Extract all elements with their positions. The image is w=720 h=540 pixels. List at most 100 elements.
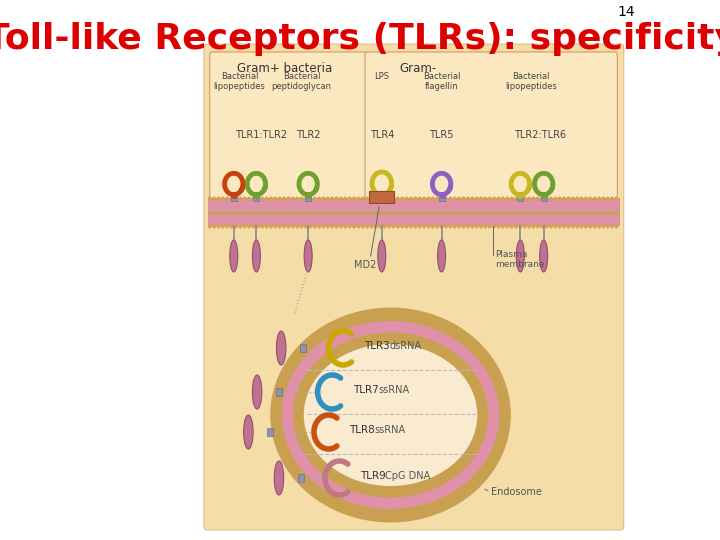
Circle shape: [405, 224, 408, 228]
Circle shape: [484, 197, 487, 201]
Circle shape: [274, 197, 276, 201]
Circle shape: [336, 224, 338, 228]
Circle shape: [222, 224, 224, 228]
Circle shape: [226, 197, 228, 201]
Ellipse shape: [516, 240, 524, 272]
Circle shape: [208, 197, 211, 201]
Circle shape: [502, 224, 504, 228]
Circle shape: [454, 197, 456, 201]
Ellipse shape: [230, 240, 238, 272]
Ellipse shape: [282, 321, 499, 509]
Bar: [208, 198, 619, 226]
Bar: [518, 192, 523, 201]
Circle shape: [528, 197, 531, 201]
Circle shape: [515, 224, 517, 228]
Circle shape: [554, 197, 557, 201]
Circle shape: [379, 224, 382, 228]
Circle shape: [383, 224, 386, 228]
Ellipse shape: [304, 240, 312, 272]
Circle shape: [532, 224, 535, 228]
Circle shape: [217, 197, 220, 201]
Circle shape: [462, 197, 465, 201]
Circle shape: [616, 197, 618, 201]
Circle shape: [243, 224, 246, 228]
Circle shape: [602, 224, 605, 228]
Circle shape: [462, 224, 465, 228]
Circle shape: [279, 197, 281, 201]
FancyBboxPatch shape: [365, 52, 617, 213]
Circle shape: [532, 197, 535, 201]
Text: Bacterial
lipopeptides: Bacterial lipopeptides: [214, 72, 266, 91]
Circle shape: [270, 197, 272, 201]
Bar: [231, 192, 237, 201]
Circle shape: [606, 224, 609, 228]
Circle shape: [593, 197, 596, 201]
Ellipse shape: [276, 331, 286, 365]
Circle shape: [549, 197, 552, 201]
Circle shape: [300, 197, 303, 201]
Circle shape: [454, 224, 456, 228]
Circle shape: [265, 224, 268, 228]
Circle shape: [313, 224, 316, 228]
Circle shape: [423, 224, 426, 228]
Circle shape: [239, 224, 242, 228]
Circle shape: [502, 197, 504, 201]
Bar: [298, 474, 304, 482]
Circle shape: [510, 224, 513, 228]
Ellipse shape: [304, 344, 477, 486]
Circle shape: [292, 197, 294, 201]
Text: Toll-like Receptors (TLRs): specificity: Toll-like Receptors (TLRs): specificity: [0, 22, 720, 56]
Circle shape: [431, 197, 434, 201]
Circle shape: [374, 224, 377, 228]
Text: ssRNA: ssRNA: [374, 425, 405, 435]
Circle shape: [458, 197, 460, 201]
Circle shape: [322, 197, 325, 201]
Circle shape: [611, 224, 613, 228]
Circle shape: [541, 197, 544, 201]
Circle shape: [208, 224, 211, 228]
Text: TLR7: TLR7: [353, 385, 379, 395]
Circle shape: [213, 197, 215, 201]
Text: CpG DNA: CpG DNA: [385, 471, 431, 481]
Text: MD2: MD2: [354, 260, 377, 270]
Circle shape: [322, 224, 325, 228]
Circle shape: [510, 197, 513, 201]
Ellipse shape: [253, 375, 262, 409]
Circle shape: [279, 224, 281, 228]
Circle shape: [445, 224, 447, 228]
Circle shape: [515, 197, 517, 201]
Circle shape: [379, 197, 382, 201]
Circle shape: [305, 197, 307, 201]
Circle shape: [576, 197, 579, 201]
Bar: [369, 191, 394, 203]
Ellipse shape: [540, 240, 548, 272]
Text: ssRNA: ssRNA: [378, 385, 409, 395]
Text: dsRNA: dsRNA: [389, 341, 421, 351]
Circle shape: [331, 197, 333, 201]
FancyBboxPatch shape: [204, 44, 624, 530]
Circle shape: [471, 197, 474, 201]
Circle shape: [270, 224, 272, 228]
Circle shape: [475, 197, 478, 201]
Circle shape: [492, 224, 495, 228]
Circle shape: [418, 197, 421, 201]
Circle shape: [344, 224, 346, 228]
Circle shape: [585, 197, 588, 201]
Circle shape: [397, 224, 399, 228]
Circle shape: [572, 224, 574, 228]
Circle shape: [436, 224, 438, 228]
Circle shape: [563, 197, 565, 201]
Circle shape: [484, 224, 487, 228]
Circle shape: [606, 197, 609, 201]
Circle shape: [541, 224, 544, 228]
Circle shape: [427, 197, 430, 201]
Circle shape: [213, 224, 215, 228]
Circle shape: [392, 224, 395, 228]
Circle shape: [401, 224, 403, 228]
Circle shape: [471, 224, 474, 228]
Bar: [379, 192, 384, 201]
Circle shape: [598, 224, 600, 228]
Circle shape: [616, 224, 618, 228]
Circle shape: [523, 224, 526, 228]
Circle shape: [572, 197, 574, 201]
